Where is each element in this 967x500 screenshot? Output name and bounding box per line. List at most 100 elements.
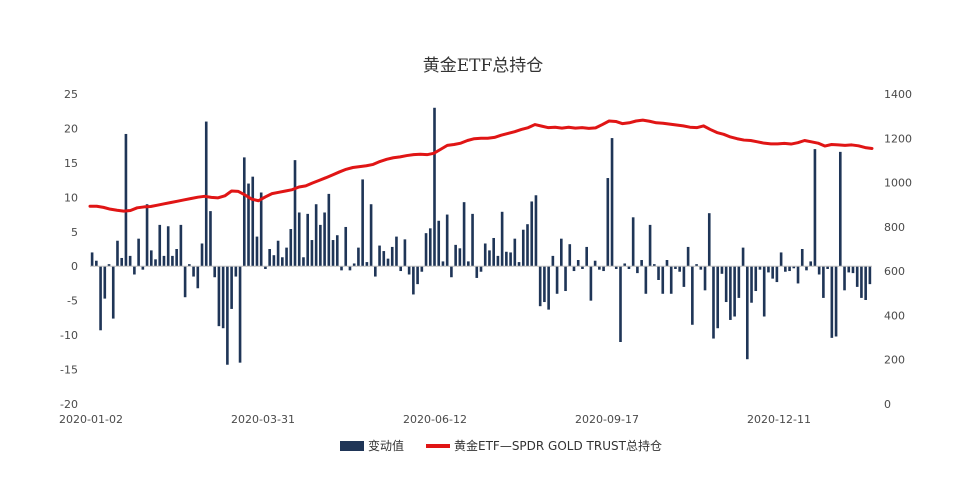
- bar: [348, 266, 352, 271]
- bar: [179, 224, 183, 267]
- x-tick-label: 2020-01-02: [59, 413, 123, 426]
- bar: [699, 266, 703, 270]
- bar: [471, 213, 474, 267]
- bar: [166, 226, 170, 267]
- bar: [674, 266, 677, 269]
- bar: [120, 257, 124, 267]
- bar: [141, 266, 145, 270]
- bar: [767, 266, 770, 273]
- bar: [809, 261, 813, 267]
- bar: [521, 229, 525, 267]
- chart-title: 黄金ETF总持仓: [423, 56, 544, 76]
- left-tick-label: 0: [71, 260, 78, 273]
- bar: [390, 246, 394, 267]
- bar: [450, 266, 453, 278]
- bar: [703, 266, 707, 291]
- bar: [560, 238, 563, 267]
- bar: [517, 262, 521, 267]
- bar: [327, 193, 331, 267]
- bar: [775, 266, 779, 283]
- bar: [695, 264, 698, 267]
- bar: [551, 255, 555, 267]
- holdings-line: [88, 118, 874, 213]
- bar: [272, 255, 276, 267]
- bar: [500, 211, 504, 267]
- bar: [653, 264, 656, 267]
- bar: [259, 192, 263, 267]
- bar: [95, 260, 98, 267]
- bar: [847, 266, 851, 273]
- bar: [395, 236, 398, 267]
- bar: [665, 260, 669, 267]
- legend-line-swatch: [426, 444, 450, 448]
- left-tick-label: -10: [60, 329, 78, 342]
- bar: [454, 244, 457, 267]
- bar: [251, 176, 255, 267]
- bar: [103, 266, 107, 299]
- bar: [192, 266, 195, 277]
- bar: [154, 259, 157, 267]
- bar: [116, 240, 119, 267]
- bar: [158, 224, 162, 267]
- bar: [255, 236, 259, 267]
- bar: [830, 266, 834, 338]
- bar: [352, 263, 356, 267]
- bar: [335, 235, 339, 267]
- bar: [357, 247, 360, 267]
- bar: [378, 245, 381, 267]
- bar: [386, 258, 390, 267]
- bar: [754, 266, 758, 292]
- bar: [162, 255, 166, 267]
- bar: [483, 243, 487, 267]
- bar: [581, 266, 584, 269]
- bar: [817, 266, 821, 275]
- bar: [534, 195, 538, 267]
- bar: [361, 179, 364, 267]
- bar: [188, 264, 191, 267]
- bar: [234, 266, 238, 277]
- bar: [428, 228, 432, 267]
- bar: [462, 202, 466, 267]
- bar: [745, 266, 749, 360]
- bar: [547, 266, 550, 310]
- bar: [860, 266, 863, 298]
- bar: [619, 266, 622, 342]
- bar: [407, 266, 411, 275]
- bar: [242, 157, 246, 267]
- bar: [344, 226, 348, 267]
- bar: [213, 266, 217, 278]
- bar: [433, 107, 436, 267]
- bar-series-layer: [90, 107, 872, 365]
- bar: [441, 261, 445, 267]
- bar: [399, 266, 402, 272]
- bar: [133, 266, 136, 275]
- bar: [412, 266, 415, 295]
- x-tick-label: 2020-09-17: [575, 413, 639, 426]
- bar: [475, 266, 479, 278]
- bar: [678, 266, 681, 272]
- bar: [576, 260, 580, 267]
- legend: 变动值 黄金ETF—SPDR GOLD TRUST总持仓: [340, 438, 662, 453]
- bar: [538, 266, 542, 307]
- bar: [467, 261, 470, 267]
- left-tick-label: -20: [60, 398, 78, 411]
- bar: [796, 266, 800, 284]
- bar: [707, 213, 711, 267]
- bar: [382, 251, 386, 267]
- bar: [124, 133, 128, 267]
- bar: [479, 266, 483, 272]
- right-tick-label: 1000: [884, 177, 912, 190]
- bar: [458, 248, 462, 267]
- bar: [691, 266, 694, 325]
- bar: [340, 266, 343, 271]
- bar: [306, 213, 309, 267]
- bar: [750, 266, 753, 303]
- bar: [183, 266, 187, 298]
- bar: [175, 249, 178, 267]
- right-axis-ticks: 0 200 400 600 800 1000 1200 1400: [884, 88, 912, 411]
- bar: [107, 264, 111, 267]
- bar: [657, 266, 660, 280]
- bar: [445, 214, 449, 267]
- left-tick-label: 15: [64, 157, 78, 170]
